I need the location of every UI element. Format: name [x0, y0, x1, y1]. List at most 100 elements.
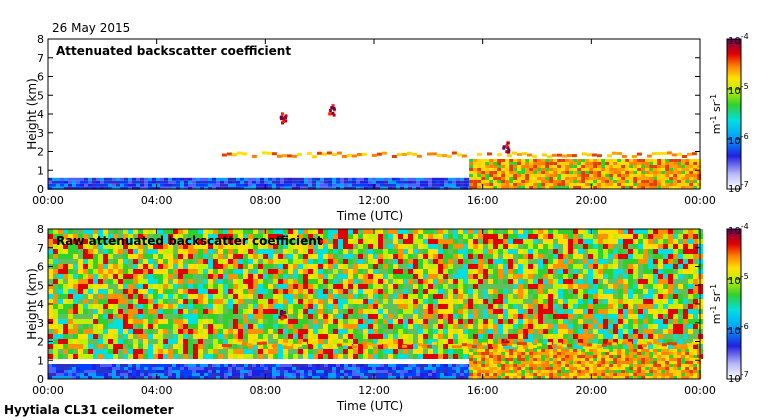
- heatmap-cell: [438, 314, 443, 319]
- heatmap-cell: [300, 364, 304, 367]
- cloud-band-cell: [426, 152, 432, 156]
- heatmap-cell: [208, 349, 213, 354]
- heatmap-cell: [378, 329, 383, 334]
- heatmap-cell: [228, 367, 232, 370]
- heatmap-cell: [153, 314, 158, 319]
- heatmap-cell: [73, 344, 78, 349]
- heatmap-cell: [58, 334, 63, 339]
- heatmap-cell: [363, 324, 368, 329]
- heatmap-cell: [148, 309, 153, 314]
- heatmap-cell: [408, 304, 413, 309]
- heatmap-cell: [633, 174, 638, 177]
- y-tick-label: 1: [37, 164, 44, 177]
- heatmap-cell: [273, 339, 278, 344]
- heatmap-cell: [508, 289, 513, 294]
- heatmap-cell: [363, 329, 368, 334]
- heatmap-cell: [168, 314, 173, 319]
- heatmap-cell: [158, 229, 163, 234]
- heatmap-cell: [553, 259, 558, 264]
- heatmap-cell: [448, 284, 453, 289]
- heatmap-cell: [218, 284, 223, 289]
- heatmap-cell: [84, 376, 88, 379]
- heatmap-cell: [356, 364, 360, 367]
- heatmap-cell: [308, 367, 312, 370]
- heatmap-cell: [264, 364, 268, 367]
- heatmap-cell: [238, 284, 243, 289]
- heatmap-cell: [112, 373, 116, 376]
- heatmap-cell: [58, 284, 63, 289]
- heatmap-cell: [598, 319, 603, 324]
- heatmap-cell: [398, 304, 403, 309]
- heatmap-cell: [633, 329, 638, 334]
- heatmap-cell: [418, 244, 423, 249]
- heatmap-cell: [198, 319, 203, 324]
- heatmap-cell: [68, 186, 72, 190]
- heatmap-cell: [633, 284, 638, 289]
- heatmap-cell: [548, 334, 553, 339]
- heatmap-cell: [523, 234, 528, 239]
- heatmap-cell: [521, 177, 526, 180]
- heatmap-cell: [216, 183, 220, 187]
- heatmap-cell: [188, 269, 193, 274]
- heatmap-cell: [243, 334, 248, 339]
- heatmap-cell: [133, 309, 138, 314]
- heatmap-cell: [689, 177, 694, 180]
- heatmap-cell: [400, 186, 404, 190]
- heatmap-cell: [597, 165, 602, 168]
- heatmap-cell: [283, 284, 288, 289]
- heatmap-cell: [648, 344, 653, 349]
- heatmap-cell: [608, 239, 613, 244]
- heatmap-cell: [688, 344, 693, 349]
- heatmap-cell: [638, 259, 643, 264]
- heatmap-cell: [368, 284, 373, 289]
- heatmap-cell: [618, 274, 623, 279]
- heatmap-cell: [513, 334, 518, 339]
- heatmap-cell: [53, 254, 58, 259]
- heatmap-cell: [458, 254, 463, 259]
- heatmap-cell: [493, 274, 498, 279]
- heatmap-cell: [198, 249, 203, 254]
- heatmap-cell: [118, 344, 123, 349]
- heatmap-cell: [68, 269, 73, 274]
- heatmap-cell: [343, 329, 348, 334]
- heatmap-cell: [253, 234, 258, 239]
- heatmap-cell: [123, 334, 128, 339]
- cloud-band-cell: [541, 153, 547, 157]
- heatmap-cell: [320, 370, 324, 373]
- heatmap-cell: [364, 370, 368, 373]
- heatmap-cell: [208, 234, 213, 239]
- heatmap-cell: [178, 329, 183, 334]
- heatmap-cell: [588, 334, 593, 339]
- heatmap-cell: [629, 183, 634, 186]
- heatmap-cell: [233, 284, 238, 289]
- heatmap-cell: [148, 229, 153, 234]
- heatmap-cell: [528, 294, 533, 299]
- heatmap-cell: [557, 186, 562, 189]
- heatmap-cell: [573, 289, 578, 294]
- heatmap-cell: [303, 349, 308, 354]
- heatmap-cell: [483, 299, 488, 304]
- heatmap-cell: [108, 274, 113, 279]
- heatmap-cell: [541, 174, 546, 177]
- heatmap-cell: [273, 304, 278, 309]
- heatmap-cell: [193, 239, 198, 244]
- heatmap-cell: [665, 171, 670, 174]
- heatmap-cell: [523, 269, 528, 274]
- heatmap-cell: [213, 334, 218, 339]
- heatmap-cell: [348, 183, 352, 187]
- heatmap-cell: [193, 229, 198, 234]
- heatmap-cell: [388, 234, 393, 239]
- heatmap-cell: [373, 314, 378, 319]
- heatmap-cell: [657, 168, 662, 171]
- heatmap-cell: [308, 304, 313, 309]
- heatmap-cell: [240, 370, 244, 373]
- heatmap-cell: [424, 183, 428, 187]
- heatmap-cell: [258, 304, 263, 309]
- heatmap-cell: [113, 304, 118, 309]
- heatmap-cell: [601, 162, 606, 165]
- heatmap-cell: [198, 259, 203, 264]
- heatmap-cell: [623, 229, 628, 234]
- heatmap-cell: [638, 309, 643, 314]
- heatmap-cell: [303, 264, 308, 269]
- heatmap-cell: [76, 177, 80, 181]
